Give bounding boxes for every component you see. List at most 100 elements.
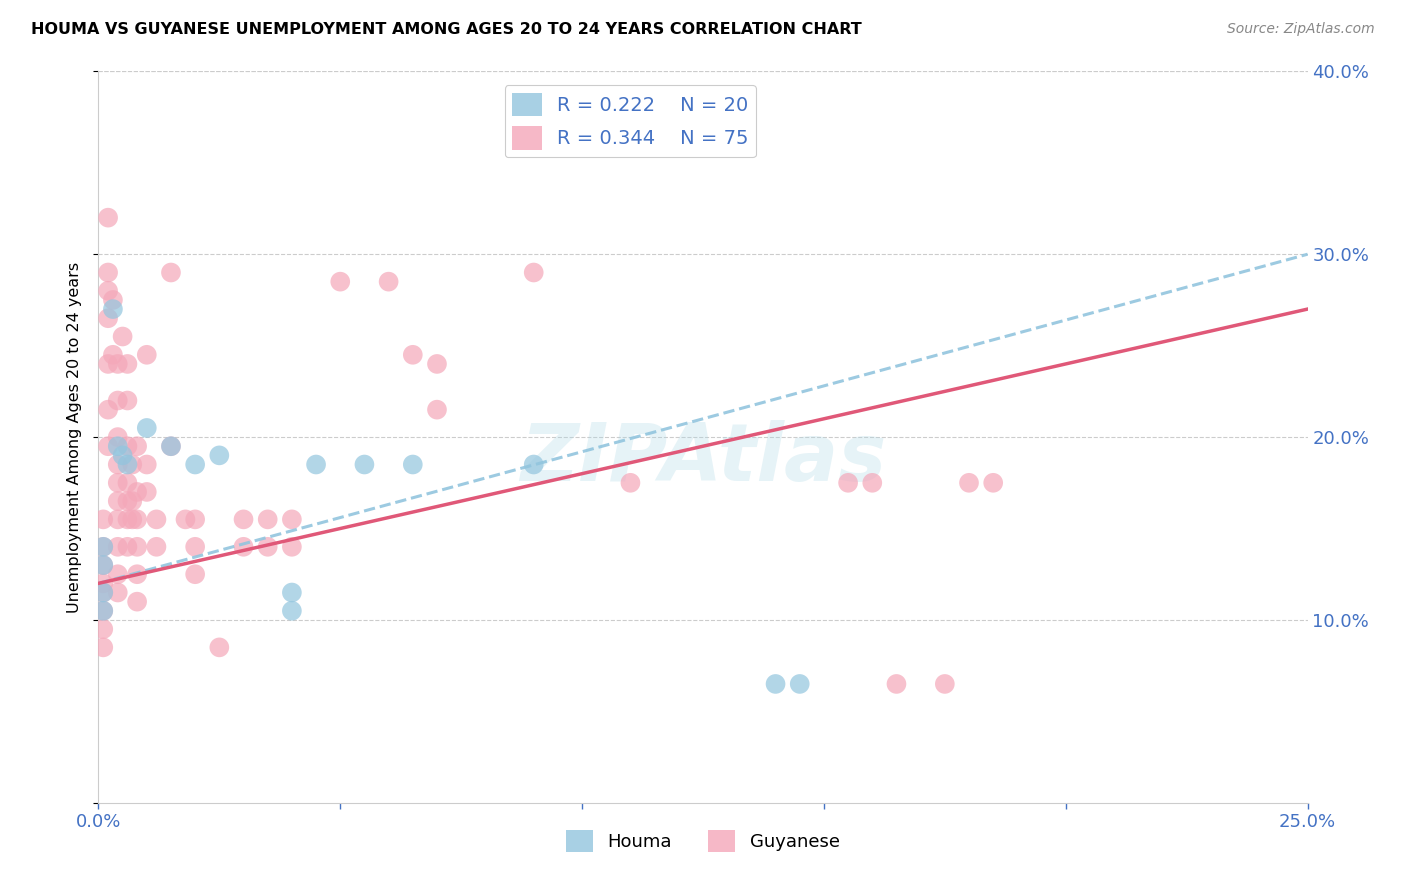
Point [121,512,143,526]
Point [523,458,546,472]
Point [957,475,980,490]
Point [837,475,859,490]
Point [91,540,114,554]
Point [101,301,124,317]
Point [107,393,129,408]
Point [91,558,114,573]
Y-axis label: Unemployment Among Ages 20 to 24 years: Unemployment Among Ages 20 to 24 years [67,261,83,613]
Point [934,677,956,691]
Point [127,512,149,526]
Point [160,439,183,453]
Point [135,348,157,362]
Point [981,475,1004,490]
Point [97,357,120,371]
Point [117,494,139,508]
Point [117,540,139,554]
Point [117,458,139,472]
Point [107,512,129,526]
Point [107,439,129,453]
Point [281,540,304,554]
Text: Source: ZipAtlas.com: Source: ZipAtlas.com [1227,22,1375,37]
Point [160,266,183,280]
Point [232,512,254,526]
Point [619,475,641,490]
Point [121,494,143,508]
Point [127,594,149,608]
Point [305,458,328,472]
Point [145,540,167,554]
Point [127,439,149,453]
Point [97,284,120,298]
Point [145,512,167,526]
Point [107,540,129,554]
Point [117,357,139,371]
Point [256,540,278,554]
Point [101,348,124,362]
Point [184,512,207,526]
Point [117,475,139,490]
Point [765,677,787,691]
Point [97,439,120,453]
Point [402,458,425,472]
Point [281,585,304,599]
Point [121,458,143,472]
Point [107,357,129,371]
Text: HOUMA VS GUYANESE UNEMPLOYMENT AMONG AGES 20 TO 24 YEARS CORRELATION CHART: HOUMA VS GUYANESE UNEMPLOYMENT AMONG AGE… [31,22,862,37]
Point [184,540,207,554]
Point [97,266,120,280]
Point [97,211,120,225]
Point [97,311,120,326]
Point [208,448,231,462]
Point [135,485,157,500]
Point [127,540,149,554]
Point [377,275,399,289]
Point [523,266,546,280]
Point [208,640,231,655]
Point [135,421,157,435]
Point [117,439,139,453]
Point [860,475,883,490]
Point [107,475,129,490]
Point [353,458,375,472]
Point [184,567,207,582]
Point [91,604,114,618]
Point [174,512,197,526]
Point [426,402,449,417]
Point [281,512,304,526]
Point [91,585,114,599]
Point [91,585,114,599]
Point [91,576,114,591]
Point [107,567,129,582]
Point [107,458,129,472]
Point [111,329,134,343]
Point [91,512,114,526]
Point [107,430,129,444]
Point [91,622,114,636]
Point [426,357,449,371]
Point [281,604,304,618]
Point [184,458,207,472]
Point [117,393,139,408]
Point [91,558,114,573]
Point [107,585,129,599]
Point [117,512,139,526]
Point [91,604,114,618]
Point [127,567,149,582]
Legend: Houma, Guyanese: Houma, Guyanese [560,823,846,860]
Point [91,540,114,554]
Point [232,540,254,554]
Text: ZIPAtlas: ZIPAtlas [520,420,886,498]
Point [111,448,134,462]
Point [329,275,352,289]
Point [789,677,811,691]
Point [127,485,149,500]
Point [107,494,129,508]
Point [101,293,124,307]
Point [91,640,114,655]
Point [256,512,278,526]
Point [97,402,120,417]
Point [160,439,183,453]
Point [886,677,908,691]
Point [402,348,425,362]
Point [135,458,157,472]
